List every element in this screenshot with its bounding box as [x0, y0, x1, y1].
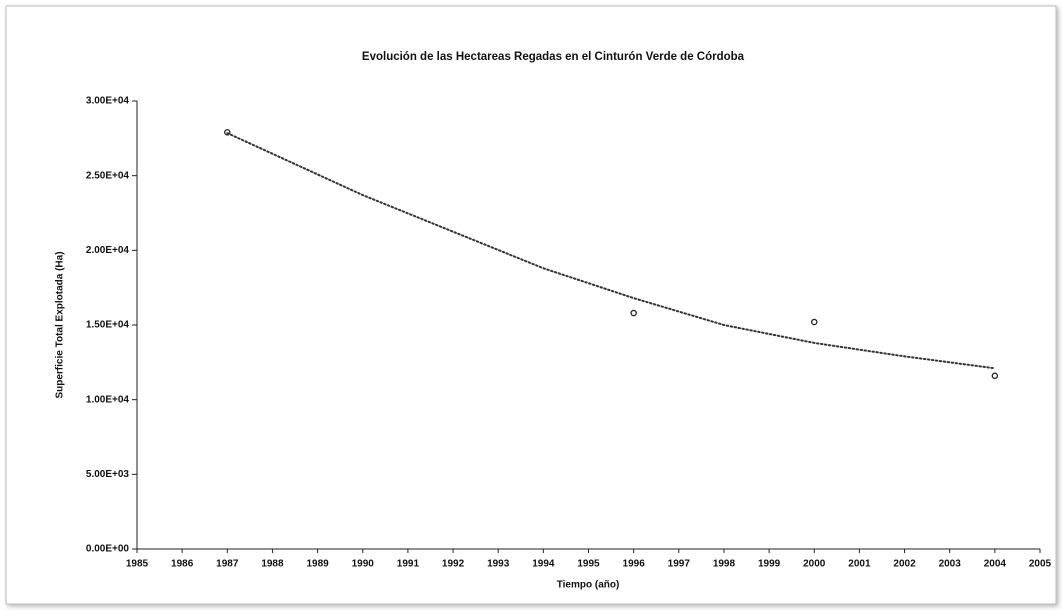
data-point — [811, 318, 818, 326]
x-tick-label: 2002 — [893, 559, 916, 570]
x-tick-label: 1985 — [126, 559, 149, 570]
y-tick-label: 2.00E+04 — [86, 245, 130, 256]
data-point — [630, 309, 637, 317]
y-tick-label: 1.00E+04 — [86, 394, 130, 405]
x-tick-label: 1993 — [487, 559, 510, 570]
x-tick-label: 2001 — [848, 559, 871, 570]
y-tick-label: 0.00E+00 — [86, 544, 130, 555]
data-point — [224, 129, 231, 136]
x-tick-label: 1992 — [442, 559, 465, 570]
x-tick-label: 1987 — [216, 559, 239, 570]
y-tick-label: 5.00E+03 — [86, 469, 130, 480]
x-tick-label: 1995 — [577, 559, 600, 570]
x-tick-label: 1997 — [668, 559, 691, 570]
x-tick-label: 1994 — [532, 559, 555, 570]
chart-frame — [5, 5, 1057, 605]
x-tick-label: 1986 — [171, 559, 194, 570]
x-tick-label: 1999 — [758, 559, 781, 570]
x-tick-label: 2003 — [939, 559, 962, 570]
y-tick-label: 3.00E+04 — [86, 96, 130, 107]
y-tick-label: 1.50E+04 — [86, 320, 130, 331]
x-tick-label: 2000 — [803, 559, 826, 570]
x-tick-label: 1988 — [261, 559, 284, 570]
y-axis-label: Superficie Total Explotada (Ha) — [55, 251, 66, 398]
trend-line — [226, 132, 996, 370]
y-tick-label: 2.50E+04 — [86, 170, 130, 181]
x-tick-label: 1998 — [713, 559, 736, 570]
x-tick-label: 1989 — [306, 559, 329, 570]
chart-title: Evolución de las Hectareas Regadas en el… — [362, 51, 745, 63]
x-tick-label: 1990 — [352, 559, 375, 570]
x-tick-label: 2005 — [1029, 559, 1052, 570]
x-tick-label: 1996 — [623, 559, 646, 570]
data-point — [991, 372, 999, 380]
x-tick-label: 2004 — [984, 559, 1007, 570]
x-tick-label: 1991 — [397, 559, 420, 570]
x-axis-label: Tiempo (año) — [557, 580, 620, 591]
